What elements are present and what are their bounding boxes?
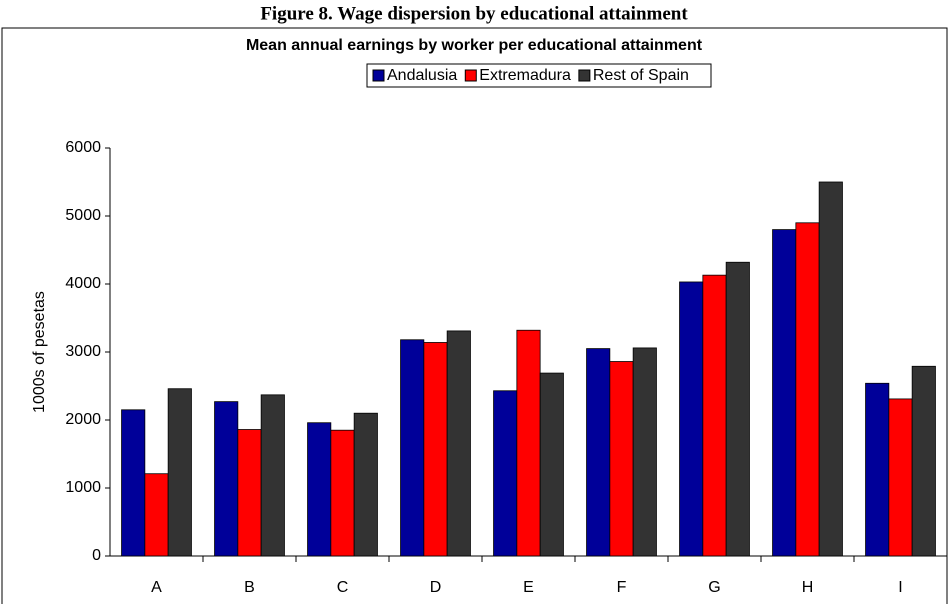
legend-label: Rest of Spain (593, 67, 689, 84)
figure-title: Figure 8. Wage dispersion by educational… (260, 3, 688, 24)
bar (423, 342, 448, 557)
bar (888, 398, 913, 557)
y-tick-label: 0 (92, 547, 101, 564)
x-tick-label: H (802, 579, 814, 596)
bar (702, 274, 727, 557)
bar (353, 412, 378, 557)
bar (679, 281, 704, 557)
bar (167, 388, 192, 557)
y-tick-label: 2000 (65, 411, 101, 428)
x-tick-label: E (523, 579, 534, 596)
bar (911, 365, 936, 557)
chart-title: Mean annual earnings by worker per educa… (246, 37, 703, 54)
bar (144, 473, 169, 557)
bar (260, 394, 285, 557)
bar (609, 361, 634, 557)
bar (516, 329, 541, 557)
bar (400, 339, 425, 557)
x-tick-label: B (244, 579, 255, 596)
legend-swatch (578, 69, 591, 82)
legend-swatch (372, 69, 385, 82)
y-tick-label: 3000 (65, 343, 101, 360)
legend-box (366, 63, 712, 88)
bar (772, 229, 797, 557)
y-tick-label: 4000 (65, 275, 101, 292)
bar (632, 347, 657, 557)
legend-swatch (464, 69, 477, 82)
legend-label: Extremadura (479, 67, 571, 84)
x-tick-label: G (708, 579, 720, 596)
bar (330, 429, 355, 557)
y-tick-label: 5000 (65, 207, 101, 224)
bar (121, 409, 146, 557)
y-axis-label: 1000s of pesetas (31, 291, 48, 413)
bar (307, 422, 332, 557)
x-tick-label: D (430, 579, 442, 596)
x-tick-label: C (337, 579, 349, 596)
y-tick-label: 6000 (65, 139, 101, 156)
legend-label: Andalusia (387, 67, 457, 84)
y-tick-label: 1000 (65, 479, 101, 496)
x-tick-label: F (617, 579, 627, 596)
bar (865, 382, 890, 557)
bar (446, 330, 471, 557)
bar (818, 181, 843, 557)
bar (539, 372, 564, 557)
bar (237, 429, 262, 557)
chart-frame (1, 27, 948, 604)
x-tick-label: I (898, 579, 902, 596)
bar (586, 348, 611, 557)
bar (725, 261, 750, 557)
bar (795, 222, 820, 557)
bar (493, 390, 518, 557)
bar (214, 401, 239, 557)
x-tick-label: A (151, 579, 162, 596)
